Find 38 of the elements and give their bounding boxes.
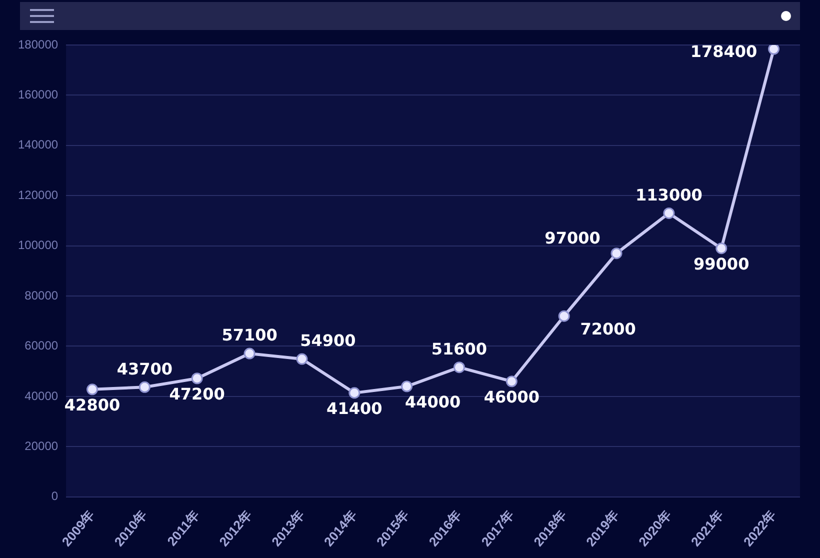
data-label: 72000	[580, 319, 636, 338]
point	[86, 384, 98, 396]
point	[191, 372, 203, 384]
y-tick-label: 100000	[18, 238, 58, 252]
data-label: 57100	[222, 326, 278, 345]
data-label: 51600	[431, 339, 488, 358]
y-tick-label: 160000	[18, 88, 58, 102]
y-tick-label: 40000	[24, 388, 58, 403]
data-label: 178400	[690, 42, 758, 62]
y-tick-label: 180000	[18, 37, 58, 52]
point	[453, 362, 465, 374]
y-tick-label: 80000	[24, 288, 58, 302]
point	[138, 381, 150, 393]
point	[610, 248, 622, 260]
point	[506, 376, 518, 388]
data-label: 99000	[694, 254, 750, 274]
point	[558, 310, 570, 322]
data-label: 43700	[116, 359, 173, 378]
point	[244, 348, 256, 360]
y-tick-label: 60000	[24, 338, 58, 353]
data-label: 46000	[484, 388, 540, 407]
point	[348, 387, 360, 399]
point	[296, 353, 308, 365]
data-label: 42800	[64, 396, 120, 415]
data-label: 44000	[404, 392, 461, 412]
data-label: 41400	[326, 399, 382, 418]
data-label: 113000	[636, 185, 702, 204]
y-tick-label: 140000	[18, 138, 58, 152]
data-label: 47200	[169, 384, 225, 404]
point	[401, 380, 413, 392]
data-label: 54900	[300, 331, 356, 350]
point	[768, 45, 780, 55]
y-tick-label: 0	[51, 489, 58, 504]
y-tick-label: 120000	[18, 188, 58, 202]
point	[663, 207, 675, 219]
y-tick-label: 20000	[24, 438, 58, 453]
point	[716, 242, 728, 254]
data-label: 97000	[544, 228, 600, 248]
